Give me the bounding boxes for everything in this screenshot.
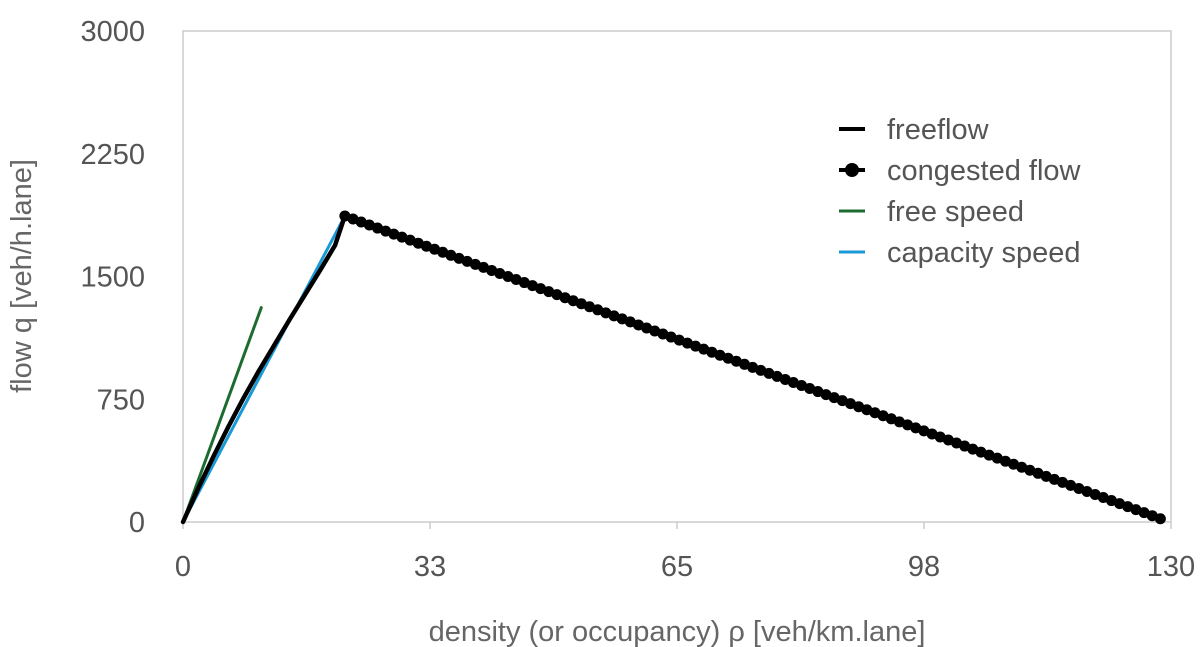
y-axis-title: flow q [veh/h.lane] [6,159,38,393]
legend-label-free-speed: free speed [887,196,1024,228]
x-tick-label: 130 [1147,551,1195,583]
series-capacity-speed [181,214,347,524]
x-tick-label: 0 [175,551,191,583]
legend-label-capacity-speed: capacity speed [887,237,1080,269]
x-axis: 0 33 65 98 130 [175,522,1195,583]
y-tick-label: 2250 [80,139,145,171]
x-tick-label: 98 [908,551,940,583]
series-freeflow [180,213,348,525]
y-tick-label: 1500 [80,262,145,294]
y-tick-label: 3000 [80,16,145,48]
y-axis: 0 750 1500 2250 3000 [80,16,145,539]
y-tick-label: 750 [97,384,145,416]
plot-series [180,210,1166,525]
x-tick-label: 33 [414,551,446,583]
x-tick-label: 65 [661,551,693,583]
legend-label-freeflow: freeflow [887,114,990,146]
series-congested-flow-marker [1154,513,1166,525]
x-axis-title: density (or occupancy) ρ [veh/km.lane] [429,616,926,647]
legend-label-congested-flow: congested flow [887,155,1082,187]
y-tick-label: 0 [129,507,145,539]
legend-marker-congested-flow [845,163,859,177]
legend: freeflow congested flow free speed capacity… [839,114,1082,269]
plot-area-frame [182,30,1172,523]
series-free-speed [181,306,263,524]
